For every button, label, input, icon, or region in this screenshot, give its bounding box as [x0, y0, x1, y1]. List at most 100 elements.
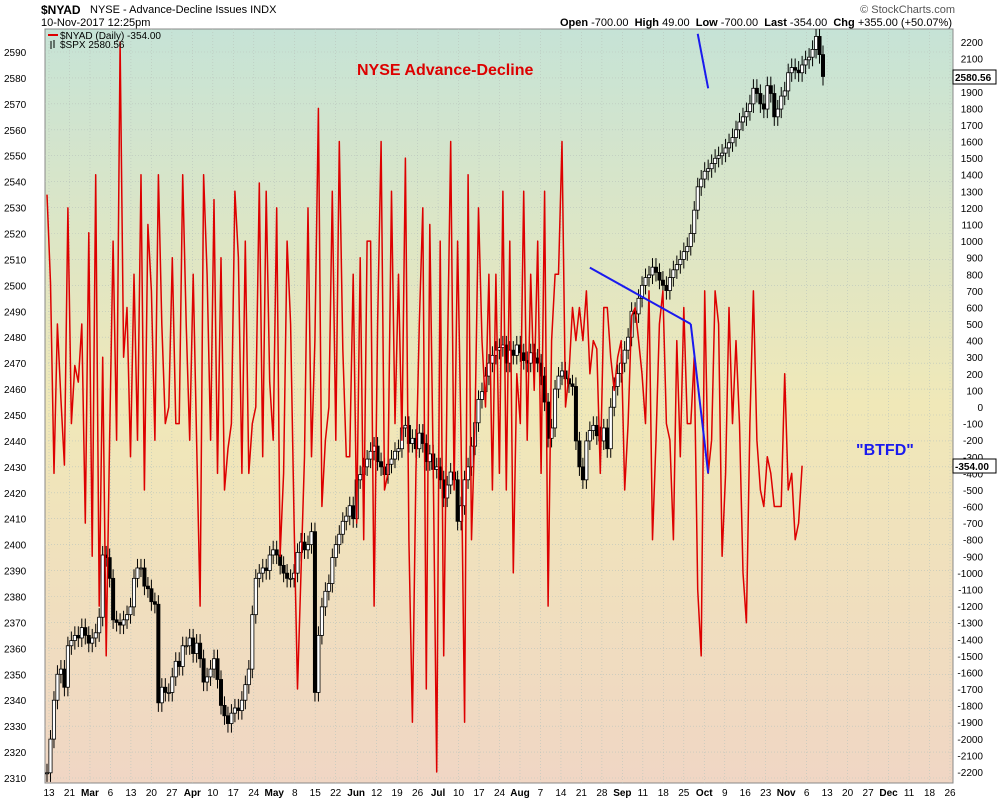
right-tick-label: 1800 [961, 104, 984, 115]
spx-candle-body [685, 246, 690, 253]
right-tick-label: 500 [966, 320, 983, 331]
spx-candle-body [222, 705, 227, 717]
spx-candle-body [560, 370, 565, 377]
trendline [689, 323, 710, 474]
spx-candle-body [55, 673, 60, 701]
spx-candle-body [225, 715, 230, 724]
nyad-line-layer [46, 41, 803, 773]
right-tick-label: -300 [963, 453, 983, 464]
spx-candle-body [793, 67, 798, 71]
x-tick-label: 18 [658, 788, 670, 799]
spx-candle-body [347, 505, 352, 517]
spx-candle-body [76, 634, 81, 639]
spx-candle-body [636, 297, 641, 315]
left-tick-label: 2420 [4, 489, 27, 500]
spx-candle-body [782, 90, 787, 97]
right-tick-label: -1400 [957, 635, 983, 646]
spx-candle-body [821, 54, 826, 77]
left-tick-label: 2410 [4, 515, 27, 526]
spx-candle-body [556, 375, 561, 390]
x-tick-label: Sep [613, 788, 631, 799]
high-label: High [634, 17, 660, 29]
spx-candles [45, 29, 826, 782]
spx-candle-body [403, 424, 408, 429]
spx-candle-body [702, 170, 707, 180]
right-tick-label: 1700 [961, 121, 984, 132]
spx-candle-body [448, 471, 453, 486]
spx-candle-body [768, 85, 773, 94]
right-tick-label: 0 [977, 403, 983, 414]
open-value: -700.00 [591, 17, 629, 29]
ohlc-readout: Open -700.00 High 49.00 Low -700.00 Last… [560, 17, 952, 29]
spx-candle-body [800, 64, 805, 74]
spx-candle-body [90, 637, 95, 644]
left-tick-label: 2380 [4, 593, 27, 604]
left-tick-label: 2550 [4, 152, 27, 163]
spx-candle-body [340, 520, 345, 535]
right-tick-label: -800 [963, 536, 983, 547]
spx-candle-body [45, 772, 50, 775]
trendlines [589, 33, 710, 474]
spx-candle-body [250, 614, 255, 670]
right-tick-label: -1200 [957, 602, 983, 613]
x-tick-label: 27 [166, 788, 178, 799]
spx-candle-body [100, 554, 105, 618]
spx-candle-body [640, 284, 645, 299]
spx-candle-body [758, 93, 763, 105]
plot-background [44, 28, 954, 784]
spx-candle-body [591, 424, 596, 431]
x-tick-label: 8 [292, 788, 298, 799]
spx-candle-body [138, 567, 143, 570]
x-tick-label: Jul [431, 788, 446, 799]
left-tick-label: 2390 [4, 567, 27, 578]
spx-candle-body [285, 572, 290, 579]
spx-candle-body [239, 699, 244, 711]
spx-candle-body [720, 152, 725, 157]
spx-candle-body [396, 448, 401, 452]
spx-candle-body [772, 93, 777, 118]
spx-candle-body [152, 601, 157, 605]
right-tick-label: 1400 [961, 171, 984, 182]
left-tick-label: 2320 [4, 748, 27, 759]
left-tick-label: 2430 [4, 463, 27, 474]
right-tick-label: 1200 [961, 204, 984, 215]
left-tick-label: 2400 [4, 541, 27, 552]
spx-candle-body [368, 450, 373, 460]
x-tick-label: Oct [696, 788, 713, 799]
x-tick-label: Nov [777, 788, 796, 799]
spx-candle-body [302, 541, 307, 551]
spx-candle-body [97, 616, 102, 634]
spx-candle-body [455, 479, 460, 522]
spx-candle-body [309, 531, 314, 546]
x-tick-label: 15 [310, 788, 322, 799]
spx-candle-body [163, 686, 168, 693]
spx-candle-body [229, 712, 234, 724]
spx-candle-body [410, 437, 415, 444]
trendline [589, 266, 692, 325]
spx-candle-body [125, 614, 130, 621]
spx-candle-body [810, 49, 815, 58]
spx-candle-body [288, 577, 293, 580]
legend: $NYAD (Daily) -354.00 $SPX 2580.56 [48, 31, 161, 51]
spx-candle-body [170, 676, 175, 693]
spx-candle-body [664, 284, 669, 291]
low-label: Low [695, 17, 718, 29]
spx-candle-body [737, 121, 742, 131]
spx-candle-body [587, 430, 592, 442]
x-tick-label: 13 [822, 788, 834, 799]
spx-candle-body [344, 515, 349, 522]
right-tick-label: 800 [966, 270, 983, 281]
legend-nyad: $NYAD (Daily) -354.00 [60, 31, 161, 42]
right-tick-label: -400 [963, 469, 983, 480]
x-axis: 13 21 Mar 6 13 20 27 Apr 10 17 24 May 8 15 22 Jun 12 19 26… [43, 788, 956, 799]
spx-candle-body [706, 168, 711, 172]
spx-candle-body [198, 642, 203, 660]
left-tick-label: 2560 [4, 126, 27, 137]
spx-candle-body [553, 388, 558, 429]
nyad-last-tag: -354.00 [952, 458, 997, 474]
spx-candle-body [803, 59, 808, 66]
spx-candle-body [260, 567, 265, 574]
spx-candle-body [267, 554, 272, 571]
x-tick-label: 10 [453, 788, 465, 799]
